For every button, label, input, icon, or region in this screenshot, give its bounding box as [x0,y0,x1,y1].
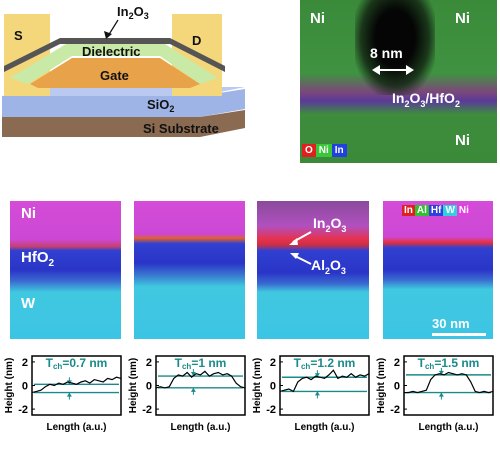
x-axis-label: Length (a.u.) [419,422,479,433]
y-tick-label: 0 [394,381,400,393]
substrate-label: Si Substrate [143,121,219,136]
x-axis-label: Length (a.u.) [295,422,355,433]
legend-ni: Ni [315,144,332,157]
interface-arrows [289,231,312,265]
element-legend-row: In Al Hf W Ni [402,205,471,216]
arrow-top-head [190,372,196,377]
eds-panel-4 [383,201,493,339]
y-tick-label: -2 [142,404,152,416]
scalebar-label: 30 nm [432,316,470,331]
x-axis-label: Length (a.u.) [47,422,107,433]
source-label: S [14,28,23,43]
ni-label-top-left: Ni [310,10,325,27]
legend-ni-row: Ni [456,205,471,216]
legend-o: O [302,144,316,157]
scale-label: 8 nm [370,45,403,61]
y-tick-label: 0 [270,381,276,393]
eds-panel-2 [134,201,245,339]
sio2-label: SiO2 [147,97,174,114]
arrow-top-head [314,373,320,378]
eds-panel-3 [257,201,369,339]
hfo2-label: HfO2 [21,249,55,269]
element-legend-top: O Ni In [302,144,347,157]
eds-map-top: Ni Ni Ni 8 nm In2O3/HfO2 O Ni In [300,0,497,163]
legend-al: Al [414,205,429,216]
height-profile-line [155,370,246,389]
y-tick-label: 2 [394,357,400,369]
y-tick-label: -2 [390,404,400,416]
chart-title: Tch=1 nm [175,356,227,371]
ni-label-top-right: Ni [455,10,470,27]
height-profile-line [31,376,122,394]
si-substrate-layer [2,110,245,137]
scalebar [432,333,486,336]
gate-label: Gate [100,68,129,83]
channel-label: In2O3 [117,4,149,21]
y-axis-label: Height (nm) [4,358,15,414]
x-axis-label: Length (a.u.) [171,422,231,433]
y-tick-label: -2 [18,404,28,416]
ni-label: Ni [21,205,36,222]
ni-label-bottom-right: Ni [455,132,470,149]
chart-title: Tch=0.7 nm [46,356,108,371]
arrow-bottom-head [314,391,320,396]
drain-label: D [192,33,201,48]
y-axis-label: Height (nm) [252,358,263,414]
legend-in: In [331,144,347,157]
legend-hf: Hf [428,205,444,216]
arrow-bottom-head [438,392,444,397]
y-tick-label: -2 [266,404,276,416]
y-tick-label: 2 [22,357,28,369]
legend-in-row: In [402,205,415,216]
height-profile-line [404,371,494,394]
w-label: W [21,295,36,312]
gate-layer [30,58,200,88]
in2o3-label: In2O3 [313,215,347,234]
arrow-bottom-head [66,392,72,397]
dielectric-label: Dielectric [82,44,141,59]
dielectric-layer [10,44,218,84]
chart-title: Tch=1.5 nm [418,356,480,371]
double-arrow-icon [372,65,414,75]
arrow-bottom-head [190,387,196,392]
y-axis-label: Height (nm) [376,358,387,414]
arrow-top-head [438,370,444,375]
y-tick-label: 2 [270,357,276,369]
interface-label: In2O3/HfO2 [392,90,460,109]
legend-w: W [443,205,457,216]
y-tick-label: 2 [146,357,152,369]
height-profile-line [279,369,370,393]
y-tick-label: 0 [22,381,28,393]
y-axis-label: Height (nm) [128,358,139,414]
al2o3-label: Al2O3 [311,257,346,276]
eds-panel-1 [10,201,121,339]
y-tick-label: 0 [146,381,152,393]
device-schematic: S D In2O3 Dielectric Gate SiO2 Si Substr… [2,4,245,137]
chart-title: Tch=1.2 nm [294,356,356,371]
